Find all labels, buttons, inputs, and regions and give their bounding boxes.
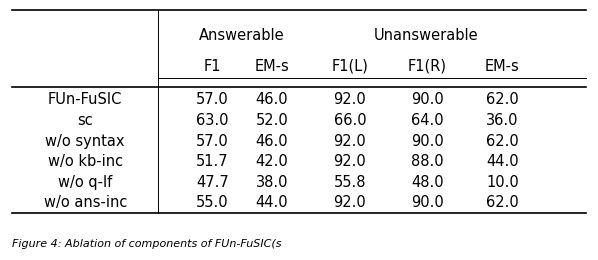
Text: 90.0: 90.0 <box>411 93 444 107</box>
Text: 36.0: 36.0 <box>486 113 518 128</box>
Text: w/o q-lf: w/o q-lf <box>58 175 112 190</box>
Text: F1(L): F1(L) <box>331 59 368 74</box>
Text: 92.0: 92.0 <box>334 134 366 149</box>
Text: 63.0: 63.0 <box>196 113 228 128</box>
Text: 92.0: 92.0 <box>334 93 366 107</box>
Text: F1: F1 <box>203 59 221 74</box>
Text: 55.8: 55.8 <box>334 175 366 190</box>
Text: 90.0: 90.0 <box>411 196 444 210</box>
Text: 92.0: 92.0 <box>334 196 366 210</box>
Text: 90.0: 90.0 <box>411 134 444 149</box>
Text: EM-s: EM-s <box>255 59 289 74</box>
Text: w/o ans-inc: w/o ans-inc <box>44 196 127 210</box>
Text: Unanswerable: Unanswerable <box>374 28 478 43</box>
Text: 46.0: 46.0 <box>256 93 288 107</box>
Text: 62.0: 62.0 <box>486 196 518 210</box>
Text: 51.7: 51.7 <box>196 154 228 169</box>
Text: 57.0: 57.0 <box>196 93 228 107</box>
Text: Answerable: Answerable <box>199 28 285 43</box>
Text: 47.7: 47.7 <box>196 175 228 190</box>
Text: w/o syntax: w/o syntax <box>45 134 125 149</box>
Text: 46.0: 46.0 <box>256 134 288 149</box>
Text: 48.0: 48.0 <box>411 175 444 190</box>
Text: 55.0: 55.0 <box>196 196 228 210</box>
Text: 44.0: 44.0 <box>486 154 518 169</box>
Text: 62.0: 62.0 <box>486 93 518 107</box>
Text: 52.0: 52.0 <box>256 113 288 128</box>
Text: 42.0: 42.0 <box>256 154 288 169</box>
Text: 44.0: 44.0 <box>256 196 288 210</box>
Text: 38.0: 38.0 <box>256 175 288 190</box>
Text: Figure 4: Ablation of components of FUn-FuSIC(s: Figure 4: Ablation of components of FUn-… <box>12 239 282 249</box>
Text: 57.0: 57.0 <box>196 134 228 149</box>
Text: 92.0: 92.0 <box>334 154 366 169</box>
Text: 10.0: 10.0 <box>486 175 518 190</box>
Text: EM-s: EM-s <box>485 59 520 74</box>
Text: w/o kb-inc: w/o kb-inc <box>48 154 123 169</box>
Text: 66.0: 66.0 <box>334 113 366 128</box>
Text: 64.0: 64.0 <box>411 113 444 128</box>
Text: F1(R): F1(R) <box>408 59 447 74</box>
Text: FUn-FuSIC: FUn-FuSIC <box>48 93 123 107</box>
Text: 62.0: 62.0 <box>486 134 518 149</box>
Text: sc: sc <box>77 113 93 128</box>
Text: 88.0: 88.0 <box>411 154 444 169</box>
